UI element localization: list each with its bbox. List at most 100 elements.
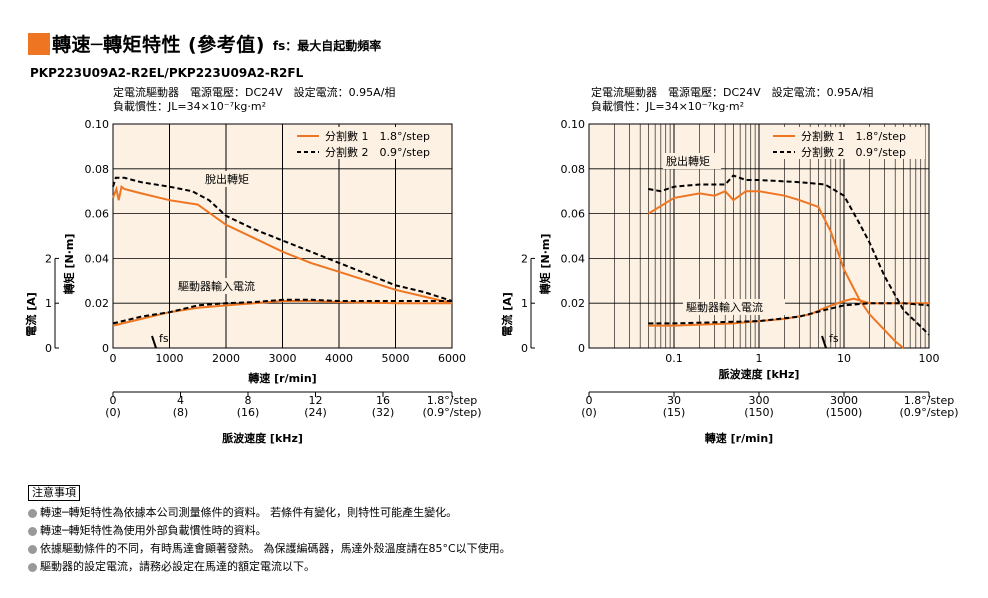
x-tick-label: 1000 bbox=[156, 352, 184, 365]
sub-axis-tick-label: 300 bbox=[749, 394, 770, 407]
annotation-bg bbox=[683, 299, 785, 315]
title-marker bbox=[28, 32, 50, 55]
input-current-label: 驅動器輸入電流 bbox=[178, 279, 255, 293]
sub-axis-tick-label-alt: (16) bbox=[237, 406, 260, 419]
note-item: 驅動器的設定電流，請務必設定在馬達的額定電流以下。 bbox=[28, 558, 511, 576]
input-current-label: 驅動器輸入電流 bbox=[686, 300, 763, 314]
x-tick-label: 1 bbox=[756, 352, 763, 365]
sub-axis-tick-label: 0 bbox=[586, 394, 593, 407]
sub-axis-tick-label: 30 bbox=[667, 394, 681, 407]
current-axis-label: 電流 [A] bbox=[24, 292, 38, 336]
sub-axis-tick-label: 1.8°/step bbox=[427, 394, 478, 407]
current-tick-label: 2 bbox=[45, 252, 52, 265]
series-line-current bbox=[112, 298, 452, 325]
legend-label: 分割數 2 0.9°/step bbox=[325, 145, 430, 159]
x-tick-label: 0.1 bbox=[665, 352, 683, 365]
sub-axis-tick-label-alt: (150) bbox=[744, 406, 774, 419]
current-tick-label: 0 bbox=[45, 342, 52, 355]
sub-axis-tick-label: 0 bbox=[110, 394, 117, 407]
y-tick-label: 0.02 bbox=[85, 297, 110, 310]
condition-text: 負載慣性：JL=34×10⁻⁷kg·m² bbox=[591, 99, 744, 113]
y-tick-label: 0.10 bbox=[85, 118, 110, 131]
current-tick-label: 2 bbox=[521, 252, 528, 265]
bullet-icon bbox=[28, 526, 37, 536]
sub-axis-tick-label-alt: (0.9°/step) bbox=[422, 406, 481, 419]
y-tick-label: 0.06 bbox=[561, 208, 586, 221]
current-tick-label: 1 bbox=[521, 297, 528, 310]
title-text: 轉速─轉矩特性 (參考值) bbox=[52, 34, 265, 56]
model-number: PKP223U09A2-R2EL/PKP223U09A2-R2FL bbox=[30, 66, 304, 80]
sub-axis-tick-label-alt: (24) bbox=[304, 406, 327, 419]
bullet-icon bbox=[28, 544, 37, 554]
y-tick-label: 0.08 bbox=[561, 163, 586, 176]
current-axis-label: 電流 [A] bbox=[500, 292, 514, 336]
y-tick-label: 0.04 bbox=[561, 252, 586, 265]
page-title: 轉速─轉矩特性 (參考值) fs：最大自起動頻率 bbox=[28, 30, 381, 57]
fs-label: fs bbox=[159, 332, 169, 345]
x-axis-label: 脈波速度 [kHz] bbox=[719, 367, 800, 381]
y-axis-label: 轉矩 [N·m] bbox=[538, 234, 552, 295]
sub-axis-label: 轉速 [r/min] bbox=[705, 431, 773, 445]
y-tick-label: 0.10 bbox=[561, 118, 586, 131]
sub-axis-tick-label-alt: (8) bbox=[173, 406, 189, 419]
x-tick-label: 0 bbox=[110, 352, 117, 365]
x-tick-label: 3000 bbox=[269, 352, 297, 365]
sub-axis-tick-label-alt: (0) bbox=[105, 406, 121, 419]
sub-axis-tick-label-alt: (0.9°/step) bbox=[899, 406, 958, 419]
series-line-torque bbox=[112, 176, 453, 302]
fs-marker bbox=[151, 335, 157, 349]
sub-axis-tick-label-alt: (15) bbox=[663, 406, 686, 419]
annotation-bg bbox=[663, 153, 721, 169]
note-text: 轉速─轉矩特性為依據本公司測量條件的資料。 若條件有變化，則特性可能產生變化。 bbox=[40, 506, 458, 519]
pullout-torque-label: 脫出轉矩 bbox=[205, 172, 249, 186]
condition-text: 負載慣性：JL=34×10⁻⁷kg·m² bbox=[113, 99, 266, 113]
legend-label: 分割數 1 1.8°/step bbox=[801, 129, 906, 143]
sub-axis-tick-label: 4 bbox=[177, 394, 184, 407]
bullet-icon bbox=[28, 508, 37, 518]
condition-text: 定電流驅動器 電源電壓：DC24V 設定電流：0.95A/相 bbox=[591, 85, 873, 99]
series-line-torque bbox=[647, 190, 905, 349]
note-item: 轉速─轉矩特性為依據本公司測量條件的資料。 若條件有變化，則特性可能產生變化。 bbox=[28, 504, 511, 522]
y-axis-label: 轉矩 [N·m] bbox=[62, 234, 76, 295]
y-tick-label: 0 bbox=[102, 342, 109, 355]
series-line-torque bbox=[648, 174, 930, 336]
sub-axis-tick-label: 8 bbox=[245, 394, 252, 407]
legend-label: 分割數 2 0.9°/step bbox=[801, 145, 906, 159]
x-tick-label: 100 bbox=[919, 352, 940, 365]
y-tick-label: 0.04 bbox=[85, 252, 110, 265]
x-tick-label: 2000 bbox=[212, 352, 240, 365]
y-tick-label: 0.06 bbox=[85, 208, 110, 221]
sub-axis-tick-label-alt: (0) bbox=[581, 406, 597, 419]
legend-box bbox=[291, 127, 448, 159]
sub-axis-tick-label: 3000 bbox=[830, 394, 858, 407]
bullet-icon bbox=[28, 562, 37, 572]
notes-section: 注意事項 轉速─轉矩特性為依據本公司測量條件的資料。 若條件有變化，則特性可能產… bbox=[28, 484, 511, 576]
series-line-torque bbox=[112, 184, 453, 305]
current-tick-label: 1 bbox=[45, 297, 52, 310]
title-subtitle: fs：最大自起動頻率 bbox=[272, 39, 382, 53]
sub-axis-tick-label: 16 bbox=[376, 394, 390, 407]
annotation-bg bbox=[175, 278, 277, 294]
x-tick-label: 10 bbox=[837, 352, 851, 365]
fs-label: fs bbox=[829, 332, 839, 345]
x-axis-label: 轉速 [r/min] bbox=[248, 371, 316, 385]
x-tick-label: 4000 bbox=[325, 352, 353, 365]
sub-axis-label: 脈波速度 [kHz] bbox=[222, 431, 303, 445]
legend-label: 分割數 1 1.8°/step bbox=[325, 129, 430, 143]
sub-axis-tick-label-alt: (32) bbox=[372, 406, 395, 419]
sub-axis-tick-label: 1.8°/step bbox=[904, 394, 955, 407]
note-text: 驅動器的設定電流，請務必設定在馬達的額定電流以下。 bbox=[40, 560, 315, 573]
note-item: 依據驅動條件的不同，有時馬達會顯著發熱。 為保護編碼器，馬達外殼溫度請在85°C… bbox=[28, 540, 511, 558]
pullout-torque-label: 脫出轉矩 bbox=[666, 154, 710, 168]
annotation-bg bbox=[202, 171, 260, 187]
condition-text: 定電流驅動器 電源電壓：DC24V 設定電流：0.95A/相 bbox=[113, 85, 395, 99]
y-tick-label: 0.02 bbox=[561, 297, 586, 310]
fs-marker bbox=[821, 335, 827, 349]
x-tick-label: 5000 bbox=[382, 352, 410, 365]
note-item: 轉速─轉矩特性為使用外部負載慣性時的資料。 bbox=[28, 522, 511, 540]
y-tick-label: 0.08 bbox=[85, 163, 110, 176]
note-text: 轉速─轉矩特性為使用外部負載慣性時的資料。 bbox=[40, 524, 267, 537]
current-tick-label: 0 bbox=[521, 342, 528, 355]
series-line-current bbox=[648, 302, 930, 325]
sub-axis-tick-label-alt: (1500) bbox=[826, 406, 863, 419]
